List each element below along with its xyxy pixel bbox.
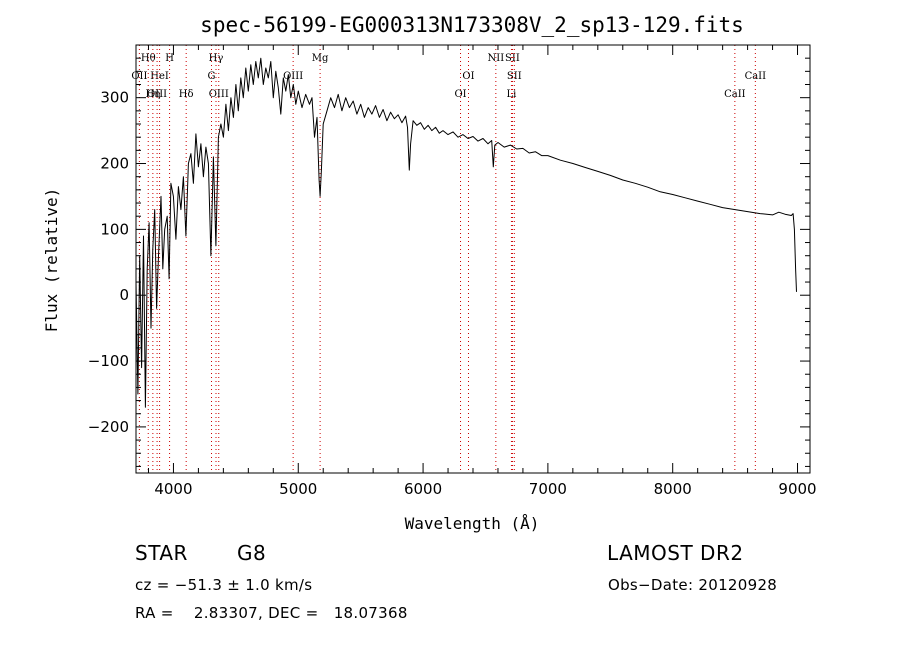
survey-name: LAMOST DR2 [607, 541, 744, 565]
object-class: STAR [135, 541, 188, 565]
y-tick-label: 0 [119, 286, 129, 304]
line-label: Li [507, 89, 517, 100]
spectrum-series [135, 57, 797, 408]
y-tick-label: −200 [88, 418, 129, 436]
line-label: OIII [147, 89, 167, 100]
x-tick-label: 4000 [154, 480, 192, 498]
chart-title: spec-56199-EG000313N173308V_2_sp13-129.f… [200, 13, 744, 37]
line-label: G [208, 71, 216, 82]
line-label: OII [131, 71, 147, 82]
spectrum-line [135, 57, 797, 408]
x-tick-label: 7000 [529, 480, 567, 498]
y-tick-label: −100 [88, 352, 129, 370]
x-tick-label: 5000 [279, 480, 317, 498]
line-label: CaII [724, 89, 746, 100]
line-label: NII [488, 53, 505, 64]
line-label: H [165, 53, 174, 64]
line-label: Hθ [141, 53, 156, 64]
line-label: Hγ [209, 53, 224, 64]
ra-dec-coordinates: RA = 2.83307, DEC = 18.07368 [135, 604, 408, 622]
line-label: HeI [150, 71, 169, 82]
y-axis-label: Flux (relative) [42, 188, 61, 333]
line-label: OI [462, 71, 474, 82]
redshift-cz: cz = −51.3 ± 1.0 km/s [135, 576, 313, 594]
line-label: CaII [745, 71, 767, 82]
line-label: SII [507, 71, 522, 82]
plot-frame [135, 44, 811, 474]
y-tick-label: 200 [100, 155, 129, 173]
x-axis-label: Wavelength (Å) [405, 514, 540, 533]
line-label: Hδ [179, 89, 194, 100]
y-tick-label: 300 [100, 89, 129, 107]
line-label: Hη [145, 89, 160, 100]
y-tick-label: 100 [100, 220, 129, 238]
x-tick-label: 9000 [778, 480, 816, 498]
line-label: SII [505, 53, 520, 64]
x-tick-label: 8000 [654, 480, 692, 498]
line-label: OIII [209, 89, 229, 100]
object-subclass: G8 [237, 541, 267, 565]
line-label: Mg [312, 53, 329, 64]
axes: 4000 5000 6000 7000 8000 9000 −200 −100 0 100 200 3… [88, 44, 817, 498]
line-label: OIII [283, 71, 303, 82]
x-tick-label: 6000 [404, 480, 442, 498]
line-label: OI [454, 89, 466, 100]
observation-date: Obs−Date: 20120928 [608, 576, 778, 594]
